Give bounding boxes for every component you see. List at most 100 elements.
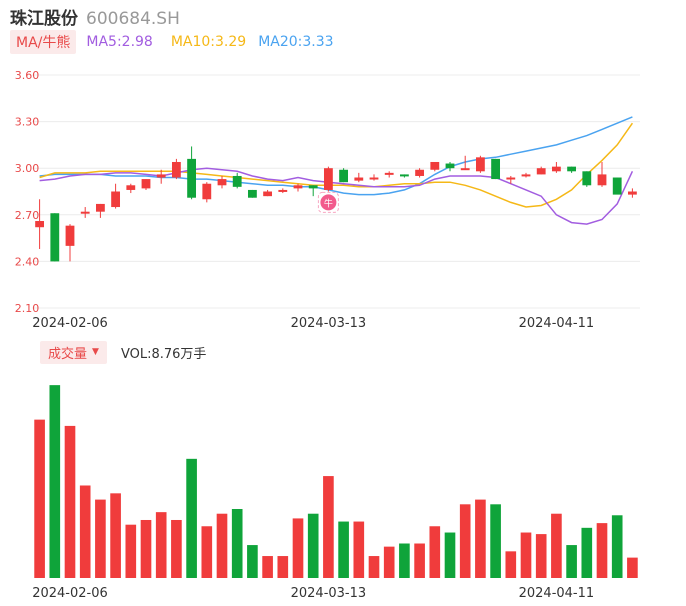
volume-bar bbox=[171, 519, 182, 578]
candle bbox=[35, 199, 45, 249]
y-tick-label: 3.60 bbox=[15, 69, 40, 82]
candle-body bbox=[263, 191, 273, 197]
candle-body bbox=[111, 191, 121, 208]
volume-bar bbox=[627, 557, 638, 578]
candle-body bbox=[50, 213, 60, 262]
volume-bar bbox=[140, 519, 152, 578]
y-tick-label: 2.40 bbox=[15, 255, 40, 268]
candle bbox=[551, 161, 561, 173]
candle bbox=[384, 171, 394, 178]
candle bbox=[65, 224, 75, 262]
bull-badge-circle bbox=[320, 194, 337, 211]
volume-indicator-selector[interactable]: 成交量 ▼ bbox=[40, 340, 107, 364]
volume-bar bbox=[64, 425, 76, 578]
candle-body bbox=[278, 189, 288, 192]
candle bbox=[567, 166, 577, 173]
volume-bar bbox=[490, 504, 501, 578]
candle-body bbox=[506, 177, 516, 180]
candle-body bbox=[35, 221, 45, 228]
candle-body bbox=[65, 225, 75, 246]
volume-bar bbox=[551, 513, 562, 578]
volume-bar bbox=[383, 546, 395, 578]
candle bbox=[430, 161, 440, 172]
candle-body bbox=[399, 174, 409, 177]
candle bbox=[232, 172, 242, 189]
candle-body bbox=[384, 172, 394, 175]
ma5-legend: MA5:2.98 bbox=[86, 34, 153, 50]
candle-body bbox=[627, 191, 637, 195]
candle bbox=[80, 207, 90, 218]
candle bbox=[323, 166, 333, 192]
ma20-legend: MA20:3.33 bbox=[258, 34, 334, 50]
candle bbox=[217, 175, 227, 189]
y-tick-label: 2.70 bbox=[15, 209, 40, 222]
volume-bar bbox=[505, 551, 517, 578]
volume-bar bbox=[566, 545, 577, 578]
candle bbox=[141, 179, 151, 190]
candle bbox=[202, 182, 212, 203]
candle bbox=[354, 172, 364, 183]
candle bbox=[597, 161, 607, 187]
volume-bar bbox=[414, 543, 425, 578]
candle bbox=[491, 158, 501, 180]
candle-body bbox=[247, 189, 257, 198]
volume-bar bbox=[231, 509, 243, 578]
candle-body bbox=[415, 169, 425, 176]
candle-body bbox=[445, 163, 455, 169]
candle bbox=[521, 172, 531, 178]
x-tick-label: 2024-02-06 bbox=[32, 586, 108, 601]
volume-bar bbox=[520, 532, 532, 578]
bull-badge-glyph: 牛 bbox=[324, 197, 333, 209]
volume-legend: 成交量 ▼ VOL:8.76万手 bbox=[40, 340, 206, 364]
volume-bar bbox=[399, 543, 410, 578]
price-y-axis: 3.60 3.30 3.00 2.70 2.40 2.10 bbox=[15, 69, 40, 315]
candle-body bbox=[612, 177, 622, 195]
candle bbox=[627, 188, 637, 198]
price-x-axis: 2024-02-06 2024-03-13 2024-04-11 bbox=[32, 316, 594, 331]
candle-body bbox=[217, 179, 227, 186]
ma-indicator-label: MA/牛熊 bbox=[16, 35, 71, 51]
ma-indicator-selector[interactable]: MA/牛熊 bbox=[10, 30, 77, 54]
stock-header: 珠江股份 600684.SH bbox=[10, 4, 180, 29]
candle-body bbox=[323, 168, 333, 190]
candle-body bbox=[491, 158, 501, 180]
candle bbox=[475, 155, 485, 173]
volume-bar bbox=[201, 526, 213, 578]
volume-bar bbox=[444, 532, 456, 578]
volume-indicator-label: 成交量 bbox=[48, 346, 88, 362]
volume-bar bbox=[262, 556, 273, 578]
y-tick-label: 2.10 bbox=[15, 302, 40, 315]
volume-bar bbox=[155, 512, 167, 578]
candle bbox=[187, 146, 197, 200]
candle-body bbox=[232, 175, 242, 187]
volume-bar bbox=[292, 518, 304, 578]
volume-bar bbox=[186, 458, 197, 578]
candle-body bbox=[597, 174, 607, 186]
candle-body bbox=[369, 177, 379, 180]
candle bbox=[278, 188, 288, 194]
caret-down-icon: ▼ bbox=[92, 347, 99, 357]
candle-body bbox=[475, 157, 485, 172]
x-tick-label: 2024-02-06 bbox=[32, 316, 108, 331]
candle bbox=[582, 171, 592, 187]
volume-bar bbox=[611, 515, 623, 578]
candle-body bbox=[536, 168, 546, 175]
volume-bar bbox=[95, 499, 106, 578]
x-tick-label: 2024-03-13 bbox=[291, 586, 367, 601]
candle bbox=[126, 183, 136, 194]
volume-bar bbox=[247, 545, 258, 578]
candle-body bbox=[141, 179, 151, 189]
candle-body bbox=[430, 161, 440, 170]
moving-average-lines bbox=[39, 116, 634, 225]
candle-body bbox=[171, 161, 181, 178]
stock-code: 600684.SH bbox=[86, 9, 180, 29]
stock-name: 珠江股份 bbox=[10, 9, 78, 29]
candle bbox=[308, 185, 318, 197]
candle bbox=[369, 174, 379, 181]
candle bbox=[247, 189, 257, 198]
candle bbox=[111, 183, 121, 209]
candle-body bbox=[293, 185, 303, 189]
candle bbox=[171, 158, 181, 180]
ma5-line bbox=[39, 167, 634, 225]
